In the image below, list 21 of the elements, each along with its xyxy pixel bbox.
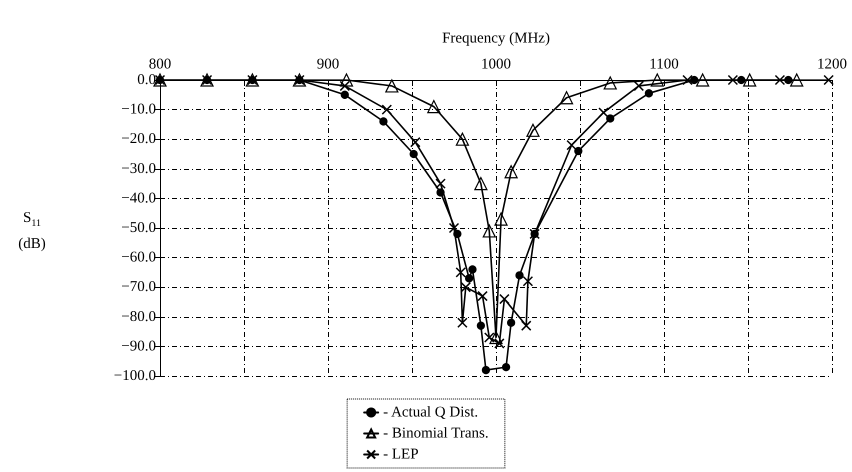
x-tick-label: 900 [316,56,340,72]
y-tick-label: −100.0 [114,368,156,384]
x-tick-label: 1100 [649,56,679,72]
y-tick-label: −30.0 [121,160,156,177]
y-tick-label: −80.0 [121,308,156,325]
y-tick-label: −50.0 [121,220,156,236]
x-tick-label: 800 [148,56,172,72]
y-tick-label: −40.0 [121,190,156,206]
x-tick-label: 1000 [481,56,511,72]
y-tick-label: −60.0 [121,250,156,266]
legend-label: - Binomial Trans. [383,426,489,442]
x-axis-title: Frequency (MHz) [442,30,550,46]
legend-label: - Actual Q Dist. [383,404,478,420]
legend-label: - LEP [383,446,419,462]
y-tick-label: −70.0 [121,279,156,296]
y-tick-label: −20.0 [121,131,156,148]
y-tick-label: −90.0 [121,338,156,354]
y-axis-title: S$_{11}$ (dB) [17,209,47,254]
y-tick-label: −10.0 [121,102,156,118]
x-tick-label: 1200 [817,56,847,72]
y-tick-label: 0.0 [137,72,156,88]
